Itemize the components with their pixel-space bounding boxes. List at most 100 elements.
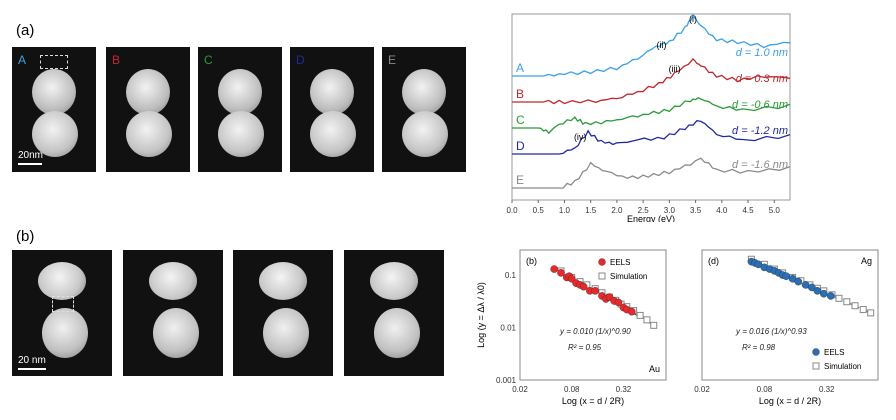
- tem-image-b-2: [123, 250, 223, 376]
- nanoparticle: [374, 308, 420, 358]
- tem-label: A: [18, 53, 27, 67]
- panel-b-label: (b): [16, 228, 35, 245]
- legend-sim-marker: [598, 272, 606, 280]
- tem-label: C: [204, 53, 213, 67]
- legend-sim-label: Simulation: [610, 272, 647, 281]
- plot-frame: [519, 249, 667, 381]
- spectrum-d-label: d = -1.2 nm: [732, 125, 788, 137]
- fit-equation: y = 0.016 (1/x)^0.93: [735, 327, 807, 336]
- x-tick-label: 3.5: [690, 206, 702, 215]
- scale-bar-label: 20nm: [18, 150, 44, 161]
- eels-spectra-chart: 0.0 0.5 1.0 1.5 2.0 2.5 3.0 3.5 4.0 4.5 5.0 Energy …: [506, 13, 791, 222]
- x-tick-label: 0.32: [616, 385, 632, 394]
- spectrum-line-c: [512, 96, 791, 135]
- panel-a-label: (a): [16, 22, 35, 39]
- tem-label: E: [388, 53, 397, 67]
- metal-label: Ag: [861, 256, 872, 266]
- spectrum-d-label: d = -0.6 nm: [732, 99, 788, 111]
- y-tick-label: 0.1: [505, 271, 517, 280]
- x-tick-label: 0.08: [757, 385, 773, 394]
- spectrum-d-label: d = -1.6 nm: [732, 159, 788, 171]
- tem-image-b-1: 20 nm: [12, 250, 112, 376]
- peak-label-iii: (iii): [669, 64, 681, 74]
- plot-frame: [701, 249, 879, 381]
- spectrum-d-label: d = 1.0 nm: [736, 47, 788, 59]
- x-axis-label: Log (x = d / 2R): [759, 396, 821, 406]
- eels-point: [813, 287, 822, 295]
- nanoparticle: [259, 262, 307, 300]
- x-tick-label: 5.0: [769, 206, 781, 215]
- subplot-label: (b): [526, 256, 537, 266]
- peak-label-ii: (ii): [656, 40, 666, 50]
- fit-equation: y = 0.010 (1/x)^0.90: [559, 327, 631, 336]
- eels-point: [614, 298, 623, 307]
- scale-bar: [18, 163, 42, 165]
- tem-label: D: [296, 53, 305, 67]
- x-tick-label: 0.32: [819, 385, 835, 394]
- spectrum-line-d: [512, 119, 791, 155]
- simulation-point: [835, 294, 843, 302]
- fit-r2: R² = 0.98: [742, 343, 776, 352]
- subplot-label: (d): [708, 256, 719, 266]
- y-tick-label: 0.01: [500, 324, 516, 333]
- nanoparticle: [126, 111, 172, 157]
- tem-image-d: D: [290, 47, 374, 172]
- nanoparticle: [32, 111, 78, 157]
- spectrum-label-a: A: [516, 61, 524, 75]
- nanoparticle: [370, 262, 418, 300]
- eels-point: [820, 289, 828, 298]
- simulation-point: [650, 321, 658, 329]
- legend-sim-marker: [812, 362, 820, 370]
- eels-point: [579, 282, 588, 291]
- x-tick-label: 4.5: [742, 206, 754, 215]
- fit-r2: R² = 0.95: [568, 343, 602, 352]
- log-plot-ag: 0.02 0.08 0.32 Log (x = d / 2R) (d) Ag y = 0.0…: [694, 249, 879, 406]
- simulation-point: [843, 298, 851, 306]
- eels-point: [557, 269, 565, 277]
- x-tick-label: 0.02: [694, 385, 710, 394]
- scale-bar-label: 20 nm: [18, 355, 46, 366]
- x-tick-label: 0.08: [564, 385, 580, 394]
- eels-point: [550, 265, 558, 273]
- legend-eels-marker: [812, 348, 820, 356]
- nanoparticle: [310, 69, 354, 115]
- peak-label-i: (i): [689, 14, 697, 24]
- x-tick-label: 2.0: [611, 206, 623, 215]
- plot-frame: [511, 13, 791, 201]
- simulation-point: [636, 311, 644, 319]
- spectrum-label-d: D: [516, 139, 525, 153]
- y-axis-label: Log (y = Δλ / λ0): [476, 282, 486, 348]
- nanoparticle: [218, 111, 264, 157]
- eels-point: [754, 260, 763, 269]
- simulation-point: [859, 306, 867, 314]
- nanoparticle: [263, 308, 309, 358]
- log-plot-au: 0.02 0.08 0.32 Log (x = d / 2R) 0.1 0.01 0.001…: [476, 249, 667, 406]
- metal-label: Au: [649, 364, 660, 374]
- x-axis-label: Energy (eV): [627, 214, 675, 222]
- spectrum-label-b: B: [516, 87, 524, 101]
- tem-image-e: E: [382, 47, 466, 172]
- tem-image-b-4: [344, 250, 444, 376]
- eels-point: [826, 292, 835, 300]
- tem-image-b-3: [233, 250, 333, 376]
- x-axis-label: Log (x = d / 2R): [562, 396, 624, 406]
- x-tick-label: 1.5: [585, 206, 597, 215]
- nanoparticle: [402, 69, 446, 115]
- simulation-point: [867, 309, 875, 317]
- nanoparticle: [149, 262, 197, 300]
- nanoparticle: [218, 69, 262, 115]
- x-tick-label: 4.0: [716, 206, 728, 215]
- nanoparticle: [32, 69, 76, 115]
- spectrum-line-a: [512, 13, 791, 77]
- legend-eels-label: EELS: [824, 348, 844, 357]
- tem-image-a: A 20nm: [12, 47, 96, 172]
- x-tick-label: 2.5: [638, 206, 650, 215]
- spectrum-label-c: C: [516, 113, 525, 127]
- x-tick-label: 1.0: [559, 206, 571, 215]
- spectrum-label-e: E: [516, 173, 524, 187]
- gap-marker: [40, 55, 68, 69]
- spectrum-line-e: [512, 157, 791, 189]
- x-tick-label: 0.0: [506, 206, 518, 215]
- tem-image-b: B: [106, 47, 190, 172]
- legend-eels-marker: [598, 258, 606, 266]
